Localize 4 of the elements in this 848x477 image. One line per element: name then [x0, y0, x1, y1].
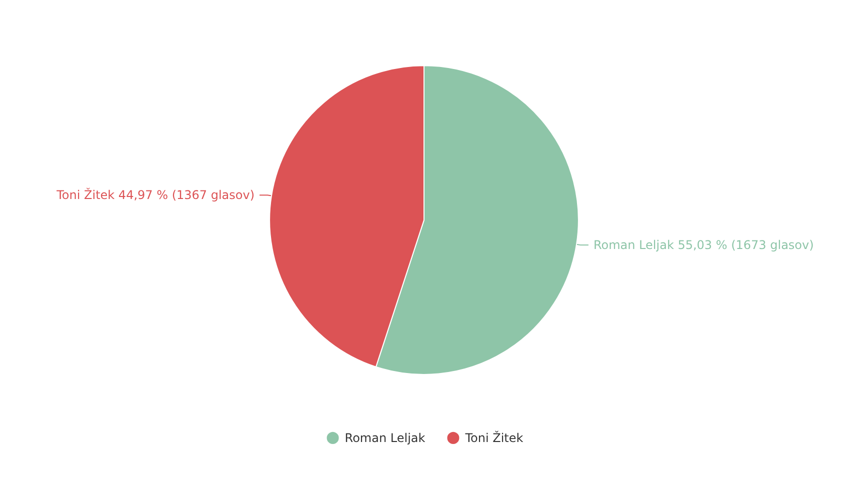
category-label: Toni Žitek 44,97 % (1367 glasov)	[56, 188, 255, 202]
legend-label: Roman Leljak	[344, 431, 426, 445]
legend-label: Toni Žitek	[464, 430, 524, 445]
category-label: Roman Leljak 55,03 % (1673 glasov)	[593, 238, 814, 252]
